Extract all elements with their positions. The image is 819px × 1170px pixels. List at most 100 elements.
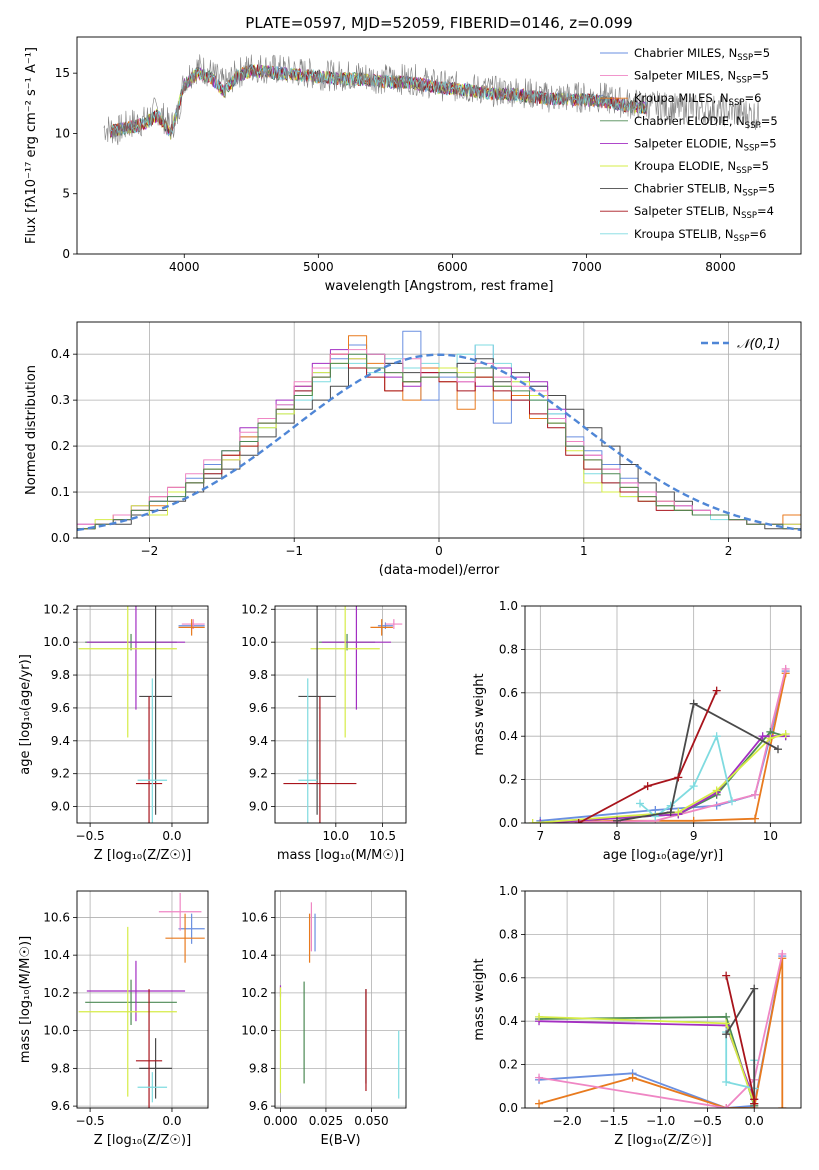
legend-label-subscript: SSP: [737, 53, 753, 63]
errorbar-point: [139, 606, 172, 815]
plus-marker: [712, 686, 721, 695]
data-spectrum-line: [103, 54, 762, 146]
legend: 𝒩(0,1): [701, 337, 780, 352]
y-tick-label: 9.8: [249, 668, 268, 682]
plus-marker: [528, 819, 537, 823]
x-tick-label: 0.0: [745, 1114, 764, 1128]
x-tick-label: 0.000: [263, 1114, 297, 1128]
x-tick-label: −2.0: [553, 1114, 582, 1128]
plus-marker: [574, 819, 583, 823]
legend-label-tail: =5: [752, 69, 769, 83]
y-tick-label: 15: [55, 66, 70, 80]
axes-frame: [76, 605, 209, 824]
errorbar-point: [298, 606, 336, 815]
y-tick-label: 9.8: [51, 1061, 70, 1075]
errorbar-point: [135, 989, 163, 1108]
plus-marker: [781, 730, 790, 739]
x-tick-label: 10.0: [322, 829, 349, 843]
mass-weight-line: [540, 668, 787, 823]
errorbar-point: [178, 619, 205, 636]
plus-marker: [666, 808, 675, 817]
errorbar-point: [137, 678, 168, 823]
legend-entry: Salpeter STELIB, NSSP=4: [634, 204, 774, 221]
weight-vs-Z-axes: −2.0 −1.5 −1.0 −0.5 0.0 0.0 0.2 0.4 0.6 0.8 1.0 Z […: [472, 884, 802, 1148]
errorbar-point: [283, 696, 357, 823]
mass-weight-line: [540, 670, 787, 822]
errorbar-point: [135, 696, 163, 823]
mass-weight-line: [540, 673, 787, 823]
axes-frame: [76, 36, 802, 255]
plus-marker: [722, 971, 731, 980]
x-axis-label: mass [log₁₀(M/M☉)]: [277, 848, 404, 863]
x-tick-label: 4000: [169, 260, 200, 274]
plus-marker: [778, 949, 787, 958]
legend-label-subscript: SSP: [741, 211, 757, 221]
age-vs-Z-plot-area: [78, 606, 205, 823]
plus-marker: [628, 1073, 637, 1082]
legend-label-tail: =5: [753, 46, 770, 60]
x-tick-label: 9: [690, 829, 698, 843]
legend-label: Chabrier STELIB, N: [634, 182, 742, 196]
plus-marker: [781, 664, 790, 673]
legend-label-subscript: SSP: [742, 189, 758, 199]
plus-marker: [774, 745, 782, 754]
x-tick-label: 5000: [303, 260, 334, 274]
y-tick-label: 0.0: [51, 531, 70, 545]
y-tick-label: 0.4: [51, 347, 70, 361]
mass-weight-line: [538, 1016, 756, 1104]
y-tick-label: 1.0: [499, 884, 518, 898]
y-tick-label: 9.8: [51, 668, 70, 682]
plus-marker: [535, 1073, 544, 1082]
legend-entry: Salpeter MILES, NSSP=5: [634, 69, 769, 86]
errorbar-point: [158, 892, 202, 931]
y-tick-label: 0.0: [499, 1101, 518, 1115]
plus-marker: [689, 816, 698, 823]
y-tick-label: 10.0: [241, 1024, 268, 1038]
x-tick-label: 0.0: [162, 829, 181, 843]
plus-marker: [535, 1012, 544, 1021]
y-axis-label: mass weight: [472, 673, 487, 755]
y-axis-label: Normed distribution: [24, 365, 39, 495]
x-tick-label: 10: [763, 829, 778, 843]
residuals-plot-area: [77, 330, 801, 532]
plus-marker: [636, 799, 644, 808]
mass-weight-line: [538, 953, 784, 1108]
mass-vs-ebv-plot-area: [279, 902, 400, 1099]
legend-label-tail: =5: [761, 114, 778, 128]
plus-marker: [750, 984, 759, 993]
errorbar-point: [310, 606, 380, 738]
errorbar-point: [137, 1072, 168, 1103]
weight-vs-age-axes: 7 8 9 10 0.0 0.2 0.4 0.6 0.8 1.0 age [log₁₀(age/yr…: [472, 599, 802, 863]
errorbar-point: [321, 606, 392, 710]
y-tick-label: 0.2: [499, 1058, 518, 1072]
y-tick-label: 0: [62, 247, 70, 261]
x-tick-label: −1.5: [599, 1114, 628, 1128]
plus-marker: [689, 782, 698, 791]
y-tick-label: 10.0: [43, 635, 70, 649]
y-tick-label: 0.0: [499, 816, 518, 830]
y-tick-label: 10.6: [43, 910, 70, 924]
plus-marker: [689, 699, 698, 708]
legend-label-tail: =6: [749, 227, 766, 241]
mass-weight-line: [538, 957, 784, 1108]
legend-label-subscript: SSP: [744, 143, 760, 153]
plus-marker: [722, 1019, 731, 1028]
legend-label: Chabrier ELODIE, N: [634, 114, 745, 128]
legend-label: Salpeter ELODIE, N: [634, 136, 744, 150]
legend-entry: Kroupa ELODIE, NSSP=5: [634, 159, 769, 176]
errorbar-point: [85, 979, 177, 1025]
legend-label: Kroupa STELIB, N: [634, 227, 734, 241]
y-tick-label: 10.4: [241, 948, 268, 962]
x-axis-label: Z [log₁₀(Z/Z☉)]: [94, 848, 191, 863]
y-tick-label: 10.2: [43, 602, 70, 616]
legend-entry: Kroupa STELIB, NSSP=6: [634, 227, 766, 244]
axes-frame: [76, 321, 802, 539]
x-tick-label: −0.5: [76, 1114, 105, 1128]
mass-vs-Z-axes: −0.5 0.0 9.6 9.8 10.0 10.2 10.4 10.6 Z [log₁₀(Z/…: [18, 890, 209, 1148]
legend-label-tail: =6: [744, 91, 761, 105]
errorbar-point: [377, 622, 393, 630]
y-tick-label: 10.2: [241, 986, 268, 1000]
plus-marker: [751, 790, 759, 799]
